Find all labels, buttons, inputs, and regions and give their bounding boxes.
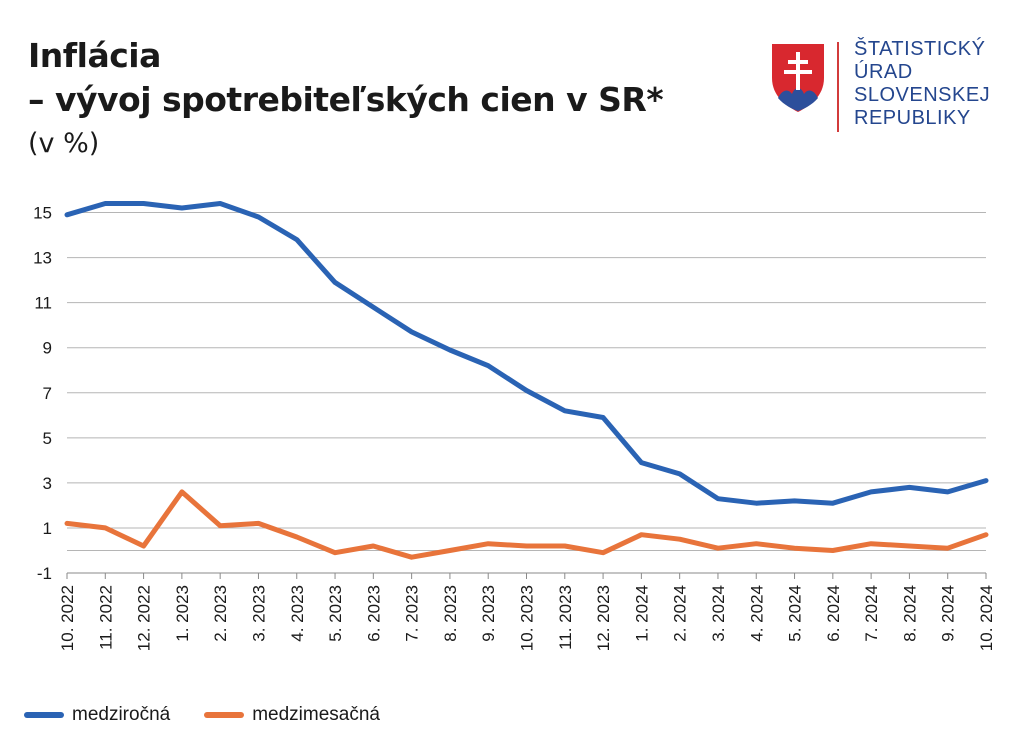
x-tick-label: 8. 2023	[441, 585, 460, 642]
legend-swatch-yoy	[24, 712, 64, 718]
x-tick-label: 10. 2024	[977, 585, 996, 651]
x-tick-label: 2. 2023	[211, 585, 230, 642]
logo-line: ŠTATISTICKÝ	[854, 38, 986, 60]
x-tick-label: 10. 2022	[58, 585, 77, 651]
logo-divider	[837, 42, 839, 132]
y-tick-label: 13	[33, 249, 52, 268]
legend-label-yoy: medziročná	[72, 704, 171, 725]
legend: medziročná medzimesačná	[24, 704, 414, 726]
x-tick-label: 9. 2024	[939, 585, 958, 642]
x-tick-label: 1. 2024	[632, 585, 651, 642]
legend-swatch-mom	[204, 712, 245, 718]
x-tick-label: 7. 2023	[403, 585, 422, 642]
x-tick-label: 3. 2024	[709, 585, 728, 642]
y-tick-label: 15	[33, 204, 52, 223]
x-tick-label: 12. 2023	[594, 585, 613, 651]
unit-label: (v %)	[28, 128, 100, 159]
legend-label-mom: medzimesačná	[252, 704, 380, 725]
x-tick-label: 2. 2024	[671, 585, 690, 642]
x-tick-label: 7. 2024	[862, 585, 881, 642]
legend-item-yoy: medziročná	[24, 704, 170, 726]
logo-line: SLOVENSKEJ	[854, 84, 991, 106]
y-tick-label: 7	[43, 384, 52, 403]
logo-text: ŠTATISTICKÝ ÚRAD SLOVENSKEJ REPUBLIKY	[854, 38, 990, 130]
series-line-mom	[64, 489, 989, 560]
y-tick-label: 1	[43, 519, 52, 538]
x-tick-label: 1. 2023	[173, 585, 192, 642]
x-tick-label: 5. 2023	[326, 585, 345, 642]
title-line-1: Inflácia	[28, 36, 161, 75]
x-tick-label: 5. 2024	[786, 585, 805, 642]
series-line-yoy	[64, 201, 989, 506]
y-tick-label: -1	[37, 564, 52, 583]
statistical-office-logo: ŠTATISTICKÝ ÚRAD SLOVENSKEJ REPUBLIKY	[770, 38, 1000, 138]
x-tick-label: 6. 2024	[824, 585, 843, 642]
coat-of-arms-icon	[772, 44, 824, 112]
y-tick-label: 9	[43, 339, 52, 358]
x-tick-label: 12. 2022	[135, 585, 154, 651]
x-tick-label: 4. 2023	[288, 585, 307, 642]
x-tick-label: 10. 2023	[518, 585, 537, 651]
x-tick-label: 6. 2023	[364, 585, 383, 642]
x-tick-label: 4. 2024	[747, 585, 766, 642]
y-tick-label: 3	[43, 474, 52, 493]
y-tick-label: 5	[43, 429, 52, 448]
x-tick-label: 8. 2024	[900, 585, 919, 642]
x-tick-label: 11. 2023	[556, 585, 575, 650]
legend-item-mom: medzimesačná	[204, 704, 380, 726]
logo-line: REPUBLIKY	[854, 107, 971, 129]
x-tick-label: 3. 2023	[249, 585, 268, 642]
chart-title: Inflácia – vývoj spotrebiteľských cien v…	[28, 34, 664, 122]
y-tick-label: 11	[34, 294, 52, 313]
x-tick-label: 11. 2022	[96, 585, 115, 650]
title-line-2: – vývoj spotrebiteľských cien v SR*	[28, 80, 664, 119]
x-tick-label: 9. 2023	[479, 585, 498, 642]
logo-line: ÚRAD	[854, 61, 913, 83]
